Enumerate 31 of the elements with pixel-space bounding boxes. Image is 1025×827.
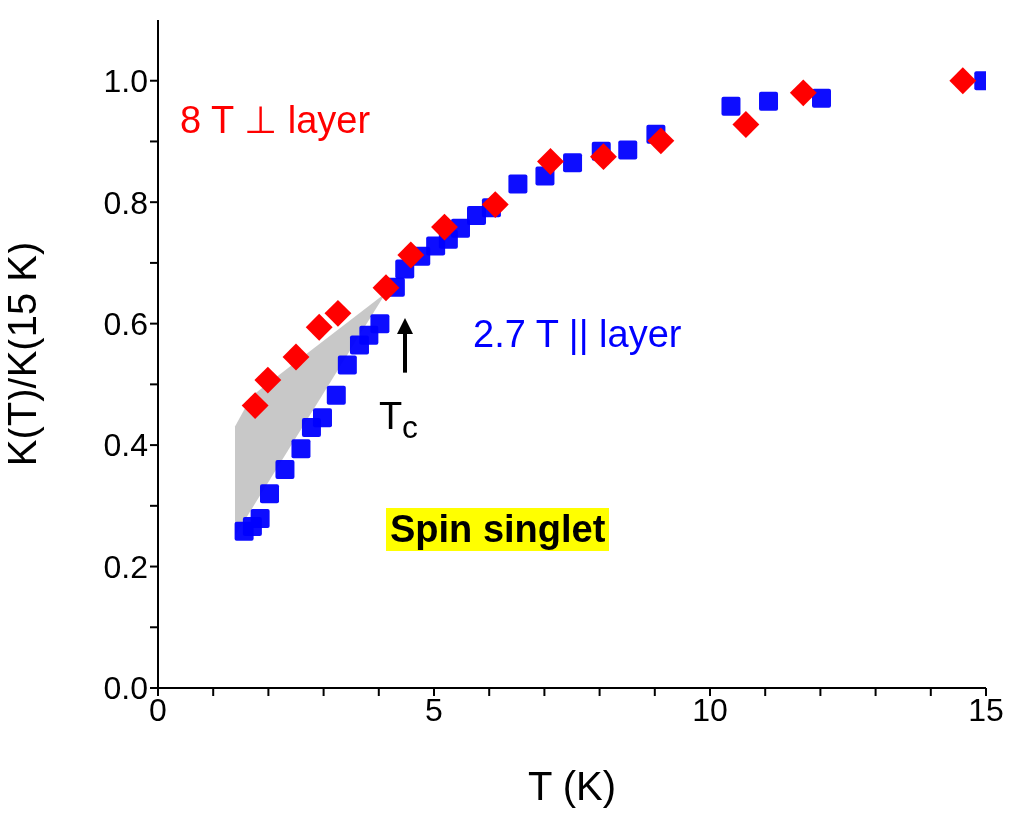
- y-tick-label: 0.2: [103, 548, 148, 585]
- point: [313, 408, 332, 428]
- point: [326, 385, 346, 405]
- point: [291, 439, 311, 459]
- series-label: 2.7 T || layer: [473, 313, 682, 356]
- point: [563, 153, 583, 173]
- y-tick-label: 1.0: [103, 63, 148, 100]
- x-tick-label: 10: [692, 691, 728, 728]
- point: [260, 484, 279, 504]
- point: [590, 143, 617, 171]
- x-tick-label: 15: [968, 691, 1004, 728]
- y-tick-label: 0.4: [103, 427, 148, 464]
- point: [812, 88, 831, 108]
- point: [721, 96, 741, 116]
- point: [508, 174, 528, 194]
- annotation: T$_{c}$: [378, 394, 418, 446]
- point: [397, 241, 425, 269]
- x-tick-label: 5: [425, 691, 443, 728]
- y-tick-label: 0.0: [103, 670, 148, 707]
- point: [759, 91, 779, 111]
- point: [370, 314, 390, 334]
- point: [618, 140, 638, 160]
- y-tick-label: 0.6: [103, 306, 148, 342]
- annotation: Spin singlet: [386, 508, 610, 551]
- point: [337, 355, 357, 375]
- x-axis-title: T (K): [527, 764, 617, 808]
- x-tick-label: 0: [149, 691, 167, 728]
- text: 8 T ⊥ layer: [180, 98, 371, 142]
- point: [275, 459, 295, 479]
- point: [250, 509, 270, 529]
- y-tick-label: 0.8: [103, 184, 148, 221]
